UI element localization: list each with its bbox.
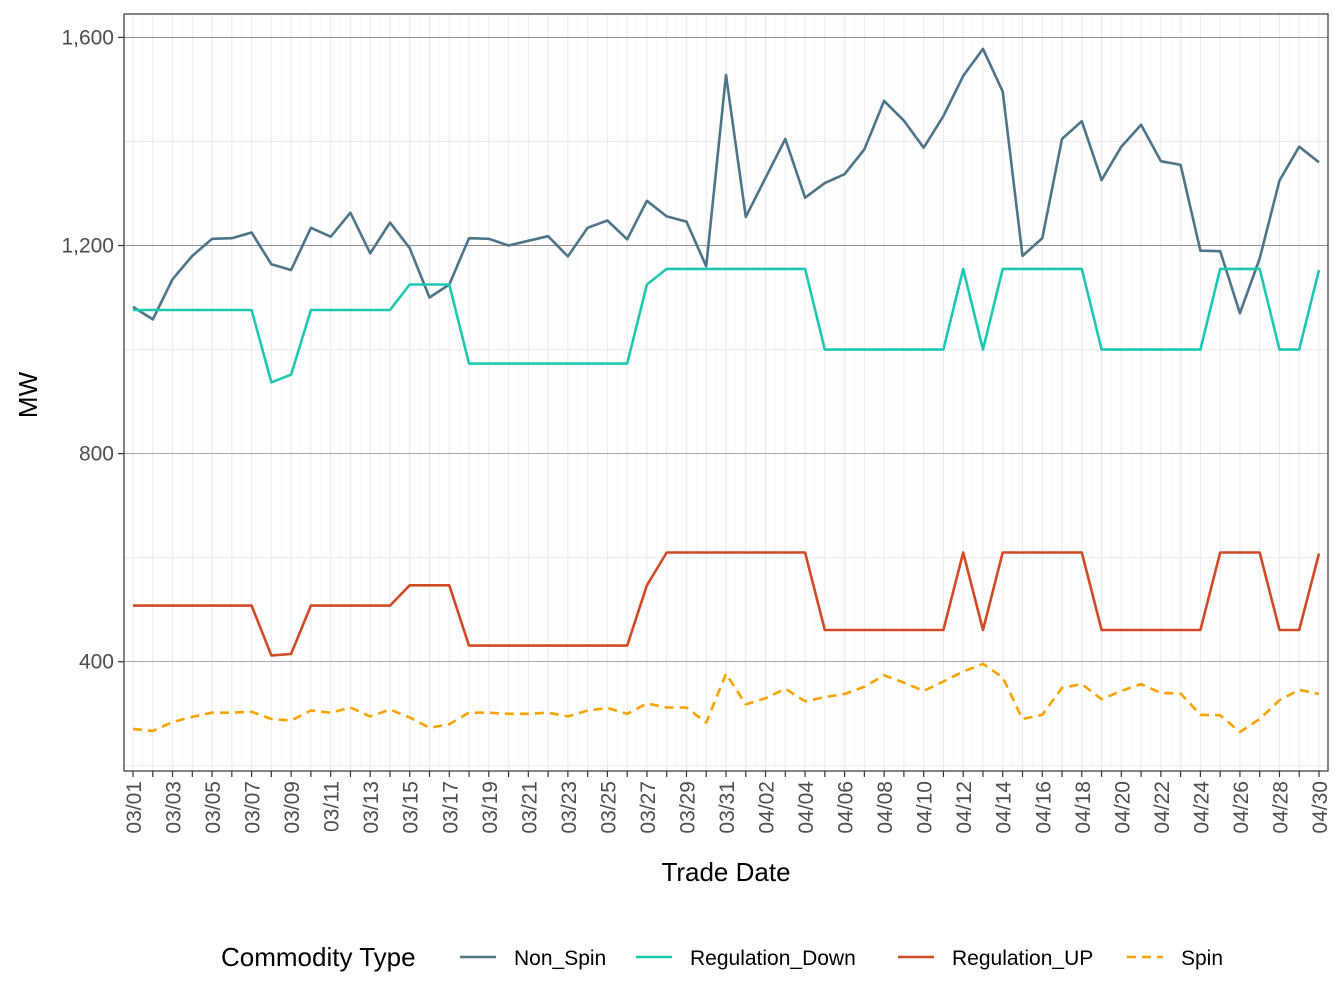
major-gridlines [124, 14, 1328, 771]
y-tick-label: 400 [79, 651, 114, 674]
x-tick-label: 04/18 [1072, 781, 1095, 834]
x-tick-label: 04/10 [914, 781, 937, 834]
x-tick-label: 04/16 [1032, 781, 1055, 834]
x-tick-label: 04/06 [835, 781, 858, 834]
x-tick-label: 04/26 [1230, 781, 1253, 834]
y-tick-label: 800 [79, 443, 114, 466]
x-tick-label: 03/25 [597, 781, 620, 834]
y-tick-label: 1,600 [61, 26, 114, 49]
x-tick-label: 04/28 [1270, 781, 1293, 834]
legend-label-spin: Spin [1181, 947, 1223, 970]
x-tick-label: 04/04 [795, 781, 818, 834]
y-axis-title: MW [13, 371, 43, 418]
x-tick-label: 03/19 [479, 781, 502, 834]
x-tick-label: 04/08 [874, 781, 897, 834]
legend: Commodity Type Non_Spin Regulation_Down Re… [221, 942, 1223, 972]
series-line-regulation-up [133, 551, 1321, 657]
x-tick-label: 03/15 [400, 781, 423, 834]
legend-title: Commodity Type [221, 942, 416, 972]
x-tick-label: 04/22 [1151, 781, 1174, 834]
legend-label-non-spin: Non_Spin [514, 947, 606, 970]
x-tick-label: 04/02 [756, 781, 779, 834]
x-tick-label: 03/29 [677, 781, 700, 834]
x-tick-label: 03/23 [558, 781, 581, 834]
x-tick-label: 04/12 [953, 781, 976, 834]
legend-label-regulation-down: Regulation_Down [690, 947, 856, 970]
x-tick-label: 03/21 [518, 781, 541, 834]
series-line-regulation-down [133, 267, 1321, 384]
x-tick-label: 03/17 [439, 781, 462, 834]
x-tick-label: 03/31 [716, 781, 739, 834]
y-axis: 400 800 1,200 1,600 [61, 26, 124, 674]
x-tick-label: 04/14 [993, 781, 1016, 834]
x-tick-label: 03/05 [202, 781, 225, 834]
x-tick-label: 03/03 [163, 781, 186, 834]
x-tick-label: 03/27 [637, 781, 660, 834]
series-line-non-spin [132, 47, 1320, 321]
series-lines [132, 47, 1321, 734]
x-axis-title: Trade Date [661, 857, 790, 887]
x-tick-label: 03/09 [281, 781, 304, 834]
x-tick-label: 03/11 [321, 781, 344, 832]
x-tick-label: 03/13 [360, 781, 383, 834]
x-axis: 03/01 03/03 03/05 03/07 03/09 03/11 03/13 03/15… [123, 771, 1332, 834]
x-tick-label: 03/07 [242, 781, 265, 834]
legend-label-regulation-up: Regulation_UP [952, 947, 1093, 970]
y-tick-label: 1,200 [61, 235, 114, 258]
x-tick-label: 04/20 [1111, 781, 1134, 834]
x-tick-label: 04/24 [1190, 781, 1213, 834]
x-tick-label: 04/30 [1309, 781, 1332, 834]
x-tick-label: 03/01 [123, 781, 146, 834]
